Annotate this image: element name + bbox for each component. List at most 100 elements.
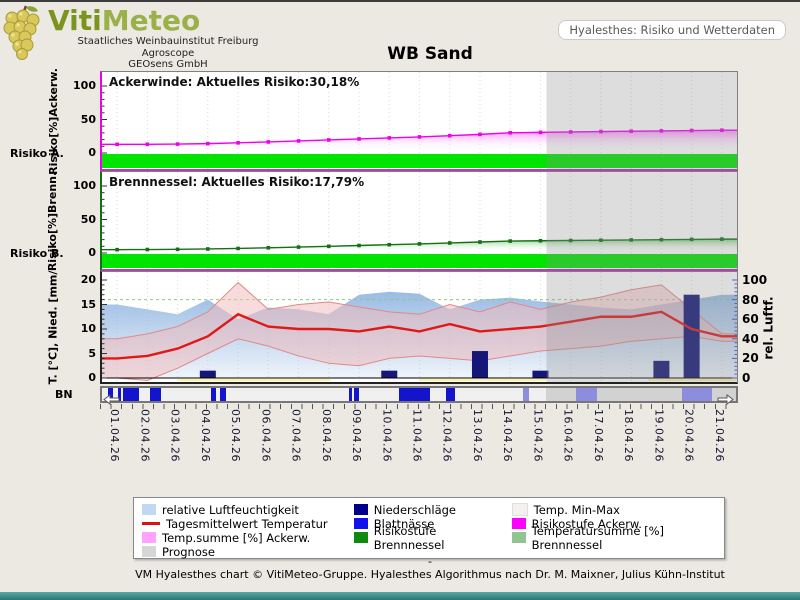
legend-item: Blattnässe — [353, 516, 498, 531]
y-tick-label: 60 — [742, 312, 759, 327]
y-axis-label-humidity: rel. Luftf. — [762, 295, 776, 360]
org-line-3: GEOsens GmbH — [128, 59, 208, 70]
x-tick-label: 09.04.26 — [350, 409, 364, 462]
y-tick-label: 50 — [80, 212, 96, 226]
org-line-1: Staatliches Weinbauinstitut Freiburg — [77, 36, 259, 47]
leaf-wetness-segment — [211, 388, 217, 401]
leaf-wetness-segment — [348, 388, 353, 401]
x-tick-label: 20.04.26 — [682, 409, 696, 462]
legend-label: Blattnässe — [373, 516, 435, 531]
legend-column: relative Luftfeuchtigkeit Tagesmittelwert… — [142, 503, 340, 559]
x-tick-label: 03.04.26 — [168, 409, 182, 462]
legend-color-swatch — [511, 503, 528, 516]
window-top-border — [0, 0, 800, 2]
y-tick-label: 0 — [742, 371, 751, 385]
legend-label: Risikostufe Ackerw. — [531, 516, 642, 531]
legend-item: Risikostufe Ackerw. — [511, 516, 716, 531]
bottom-bar — [0, 592, 800, 600]
scroll-left-arrow[interactable] — [103, 390, 121, 405]
leaf-wetness-segment-forecast — [522, 388, 530, 401]
page-mark: - — [428, 555, 432, 568]
legend-color-swatch — [353, 532, 368, 543]
page-title: WB Sand — [387, 44, 473, 64]
legend-color-swatch — [353, 504, 368, 515]
legend-color-swatch — [142, 504, 156, 515]
org-lines: Staatliches Weinbauinstitut Freiburg Agr… — [48, 36, 288, 71]
legend-item: Temp. Min-Max — [511, 502, 716, 517]
legend-color-swatch — [142, 532, 156, 543]
x-tick-label: 10.04.26 — [380, 409, 394, 462]
y-tick-label: 20 — [742, 351, 759, 366]
x-tick-label: 05.04.26 — [229, 409, 243, 462]
legend-column: Niederschläge Blattnässe Risikostufe Brenn… — [353, 502, 498, 553]
legend-color-swatch — [353, 518, 368, 529]
x-tick-label: 13.04.26 — [470, 409, 484, 462]
x-tick-label: 14.04.26 — [501, 409, 515, 462]
x-tick-label: 15.04.26 — [531, 409, 545, 462]
scroll-right-arrow[interactable] — [717, 390, 735, 405]
legend-item: Temp.summe [%] Ackerw. — [142, 530, 340, 545]
legend-column: Temp. Min-Max Risikostufe Ackerw. Temperat… — [511, 502, 716, 553]
y-tick-label: 0 — [88, 246, 96, 259]
y-tick-label: 40 — [742, 331, 759, 346]
leaf-wetness-strip — [100, 386, 738, 405]
axis-caption-risiko-b: Risiko B. — [10, 247, 64, 260]
legend-label: Temp. Min-Max — [533, 502, 620, 517]
brand-word-meteo: Meteo — [101, 4, 201, 37]
leaf-wetness-segment — [219, 388, 226, 401]
x-tick-label: 07.04.26 — [289, 409, 303, 462]
panel-title-ackerwinde: Ackerwinde: Aktuelles Risiko:30,18% — [109, 75, 360, 89]
axis-caption-risiko-a: Risiko A. — [10, 147, 64, 160]
y-axis-label-weather: T. [°C], Nied. [mm/ — [46, 270, 60, 385]
legend-label: Niederschläge — [373, 502, 456, 517]
legend-item: Temperatursumme [%] Brennnessel — [511, 524, 716, 552]
y-tick-label: 15 — [80, 297, 96, 311]
x-axis-minor-ticks — [100, 404, 735, 409]
x-tick-label: 01.04.26 — [108, 409, 122, 462]
legend-label: Risikostufe Brennnessel — [373, 523, 445, 552]
legend-color-swatch — [142, 546, 156, 557]
x-tick-label: 11.04.26 — [410, 409, 424, 462]
leaf-wetness-segment-forecast — [575, 388, 598, 401]
leaf-wetness-label: BN — [55, 388, 73, 401]
leaf-wetness-segment — [122, 388, 139, 401]
y-tick-label: 10 — [80, 322, 96, 335]
panel-title-brennnessel: Brennnessel: Aktuelles Risiko:17,79% — [109, 175, 365, 189]
x-tick-label: 06.04.26 — [259, 409, 273, 462]
x-tick-label: 19.04.26 — [652, 409, 666, 462]
legend-label: Temp.summe [%] Ackerw. — [162, 530, 311, 545]
x-tick-label: 08.04.26 — [319, 409, 333, 462]
leaf-wetness-segment — [445, 388, 456, 401]
x-tick-label: 17.04.26 — [591, 409, 605, 462]
panel-brennnessel: Brennnessel: Aktuelles Risiko:17,79% — [100, 171, 738, 271]
leaf-wetness-segment — [398, 388, 431, 401]
legend-color-swatch — [511, 518, 526, 529]
footer-credit: VM Hyalesthes chart © VitiMeteo-Gruppe. … — [135, 568, 725, 581]
leaf-wetness-segment — [117, 388, 121, 401]
x-tick-label: 12.04.26 — [440, 409, 454, 462]
y-tick-label: 20 — [80, 273, 96, 286]
x-tick-label: 18.04.26 — [622, 409, 636, 462]
report-type-button[interactable]: Hyalesthes: Risiko und Wetterdaten — [558, 20, 786, 40]
y-tick-label: 50 — [80, 112, 96, 126]
y-tick-label: 100 — [742, 273, 768, 287]
x-tick-label: 04.04.26 — [198, 409, 212, 462]
legend-item: Niederschläge — [353, 502, 498, 517]
y-tick-label: 0 — [88, 371, 96, 384]
legend-item: Tagesmittelwert Temperatur — [142, 517, 340, 531]
x-tick-label: 21.04.26 — [712, 409, 726, 462]
legend-label: Prognose — [162, 544, 215, 559]
y-tick-label: 100 — [73, 179, 96, 192]
x-tick-label: 02.04.26 — [138, 409, 152, 462]
brand-logo: VitiMeteo — [48, 4, 200, 37]
y-tick-label: 80 — [742, 292, 759, 307]
legend-color-swatch — [511, 532, 526, 543]
x-tick-label: 16.04.26 — [561, 409, 575, 462]
y-tick-label: 0 — [88, 146, 96, 159]
grape-logo-icon — [3, 5, 40, 60]
legend-item: Prognose — [142, 544, 340, 559]
y-tick-label: 100 — [73, 79, 96, 92]
panel-weather — [100, 271, 738, 384]
y-tick-label: 5 — [88, 346, 96, 360]
